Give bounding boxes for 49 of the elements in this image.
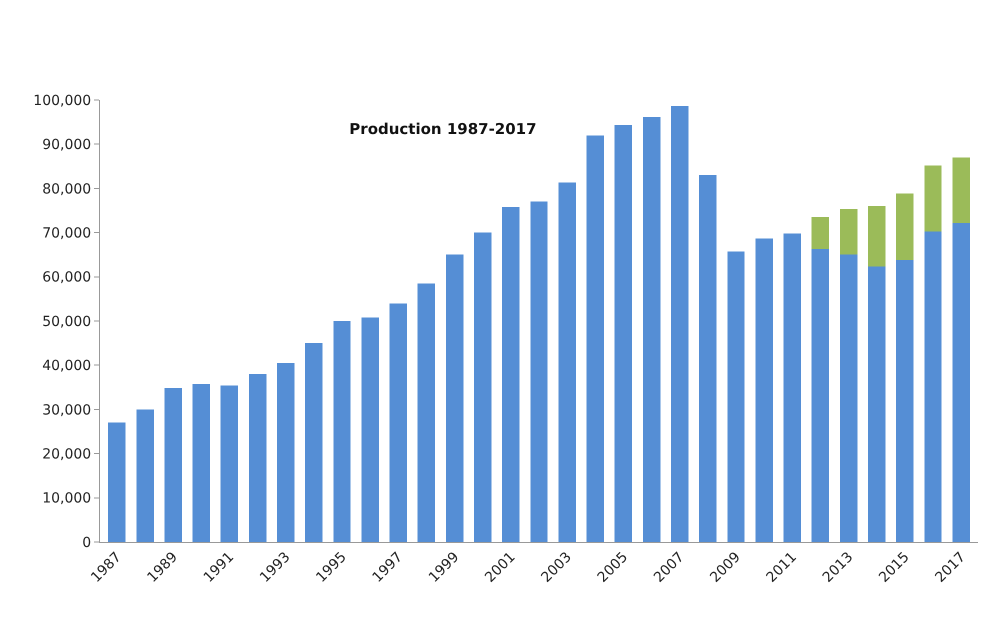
bar: [305, 343, 323, 542]
bar: [868, 206, 886, 267]
bar: [277, 362, 294, 542]
bar: [952, 222, 970, 542]
bar: [699, 175, 717, 542]
bar: [558, 182, 576, 542]
y-tick-label: 0: [82, 534, 92, 551]
text: Production 1987-2017: [349, 120, 537, 138]
y-tick-label: 80,000: [42, 181, 92, 198]
bar: [812, 248, 830, 542]
bar: [924, 165, 942, 232]
y-tick-label: 20,000: [42, 446, 92, 462]
bar: [840, 254, 858, 542]
bar: [248, 374, 266, 542]
y-tick-label: 70,000: [42, 226, 92, 242]
bar: [192, 384, 210, 542]
y-tick-label: 60,000: [42, 270, 92, 286]
bar: [755, 238, 773, 542]
bar: [136, 409, 154, 542]
bar: [868, 266, 886, 542]
bar: [220, 386, 238, 542]
bar: [474, 232, 492, 542]
y-tick-label: 100,000: [33, 92, 92, 109]
bar: [952, 157, 970, 223]
bar: [670, 106, 688, 542]
y-tick-label: 10,000: [42, 490, 92, 507]
bar: [502, 206, 520, 542]
bar: [333, 321, 351, 542]
bar: [727, 252, 745, 542]
bar: [896, 260, 914, 542]
bar: [586, 135, 604, 542]
bar: [164, 388, 182, 542]
bar: [812, 217, 830, 249]
bar: [784, 233, 801, 542]
bar: [418, 283, 436, 542]
bar: [390, 303, 408, 542]
bar: [446, 254, 464, 542]
y-tick-label: 90,000: [42, 137, 92, 154]
y-tick-label: 30,000: [42, 402, 92, 418]
bar: [896, 194, 914, 260]
bar: [840, 209, 858, 255]
bar: [108, 422, 126, 542]
bar: [614, 125, 632, 542]
bar: [361, 317, 379, 542]
y-tick-label: 50,000: [42, 314, 92, 330]
bar: [642, 116, 660, 542]
y-tick-label: 40,000: [42, 358, 92, 374]
bar: [530, 202, 548, 542]
bar: [924, 231, 942, 542]
